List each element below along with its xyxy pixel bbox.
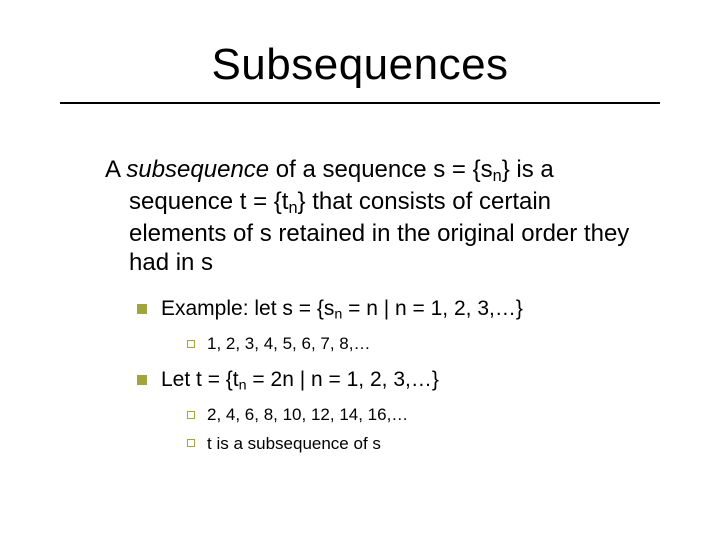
sub-bullet-list: 1, 2, 3, 4, 5, 6, 7, 8,…	[187, 333, 645, 356]
list-item: 1, 2, 3, 4, 5, 6, 7, 8,…	[187, 333, 645, 356]
definition-sub2: n	[288, 199, 297, 217]
list-item: t is a subsequence of s	[187, 433, 645, 456]
bullet-list: Example: let s = {s n = n | n = 1, 2, 3,……	[137, 295, 645, 455]
definition-paragraph: A subsequence of a sequence s = {sn} is …	[105, 155, 645, 277]
definition-sub1: n	[493, 167, 502, 185]
sub-bullet-text: 2, 4, 6, 8, 10, 12, 14, 16,…	[207, 405, 408, 424]
list-item: Let t = {tn = 2n | n = 1, 2, 3,…} 2, 4, …	[137, 366, 645, 456]
bullet-text-post: = n | n = 1, 2, 3,…}	[342, 297, 523, 320]
title-underline	[60, 102, 660, 104]
slide-title: Subsequences	[0, 40, 720, 90]
sub-bullet-list: 2, 4, 6, 8, 10, 12, 14, 16,… t is a subs…	[187, 404, 645, 456]
slide-body: A subsequence of a sequence s = {sn} is …	[105, 155, 645, 466]
definition-seg1: of a sequence s = {s	[269, 156, 493, 183]
sub-bullet-text: 1, 2, 3, 4, 5, 6, 7, 8,…	[207, 334, 370, 353]
slide: Subsequences A subsequence of a sequence…	[0, 0, 720, 540]
definition-lead: A	[105, 156, 126, 183]
bullet-text-sub: n	[239, 378, 247, 394]
bullet-text-pre: Example: let s = {s	[161, 297, 334, 320]
list-item: 2, 4, 6, 8, 10, 12, 14, 16,…	[187, 404, 645, 427]
sub-bullet-text: t is a subsequence of s	[207, 434, 381, 453]
definition-italic: subsequence	[126, 156, 269, 183]
bullet-text-pre: Let t = {t	[161, 368, 239, 391]
bullet-text-post: = 2n | n = 1, 2, 3,…}	[247, 368, 439, 391]
list-item: Example: let s = {sn = n | n = 1, 2, 3,……	[137, 295, 645, 356]
